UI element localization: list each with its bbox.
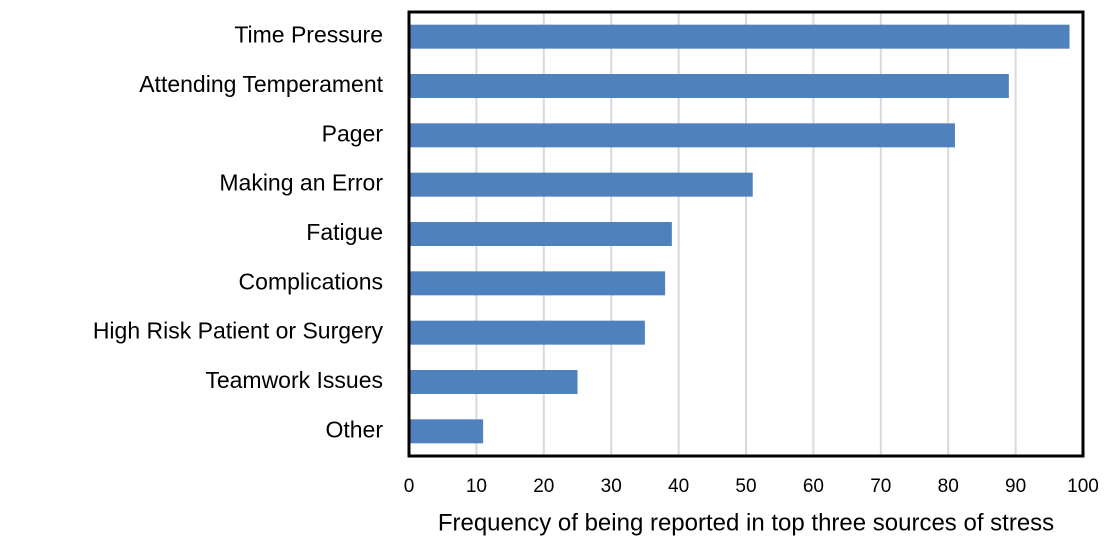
- x-tick-label: 100: [1067, 476, 1099, 497]
- x-tick-label: 10: [466, 476, 487, 497]
- bar: [409, 320, 645, 345]
- bar: [409, 222, 672, 246]
- y-tick-label: Teamwork Issues: [205, 367, 383, 393]
- y-tick-label: Complications: [239, 268, 383, 294]
- bar: [409, 419, 484, 444]
- y-tick-label: Attending Temperament: [139, 71, 383, 97]
- x-axis-label: Frequency of being reported in top three…: [438, 509, 1054, 536]
- bar: [409, 271, 666, 296]
- x-tick-label: 20: [533, 476, 554, 497]
- x-tick-label: 80: [938, 476, 959, 497]
- bar: [409, 172, 753, 197]
- bar: [409, 123, 955, 148]
- y-tick-label: High Risk Patient or Surgery: [93, 318, 384, 344]
- x-tick-label: 50: [735, 476, 756, 497]
- x-tick-label: 40: [668, 476, 689, 497]
- bar: [409, 74, 1009, 98]
- bar: [409, 24, 1070, 49]
- x-tick-label: 90: [1005, 476, 1026, 497]
- bar: [409, 370, 578, 394]
- x-tick-label: 60: [803, 476, 824, 497]
- plot-border: [407, 10, 1085, 458]
- x-tick-label: 70: [870, 476, 891, 497]
- y-tick-label: Other: [325, 416, 383, 442]
- y-tick-label: Time Pressure: [234, 22, 383, 48]
- y-tick-label: Fatigue: [306, 219, 383, 245]
- y-tick-label: Making an Error: [219, 170, 383, 196]
- x-tick-label: 30: [601, 476, 622, 497]
- x-tick-label: 0: [404, 476, 415, 497]
- y-tick-label: Pager: [322, 120, 384, 146]
